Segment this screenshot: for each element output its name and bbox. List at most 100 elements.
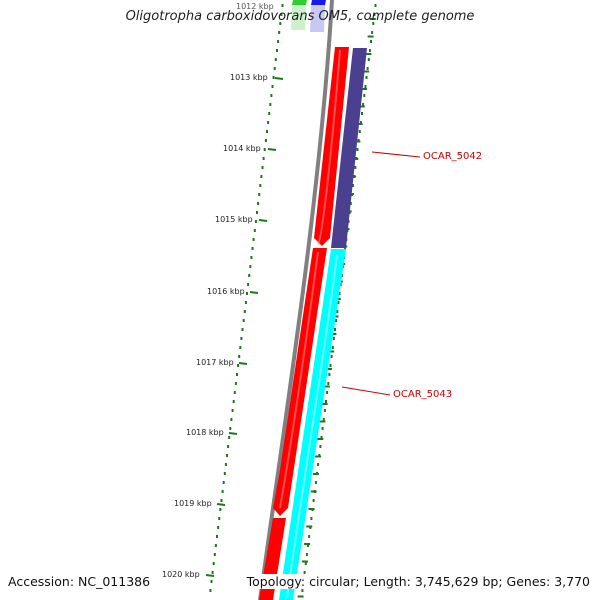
track-dot <box>320 436 323 439</box>
track-dot <box>362 103 365 106</box>
track-dash <box>312 473 319 475</box>
track-dash <box>323 385 330 388</box>
track-dot <box>368 49 371 52</box>
ruler-ticks <box>205 77 284 577</box>
ruler-label: 1019 kbp <box>174 499 212 508</box>
track-dot <box>264 139 267 142</box>
track-dot <box>237 364 240 367</box>
track-dot <box>217 526 220 529</box>
track-dot <box>358 130 361 133</box>
ruler-label: 1020 kbp <box>162 570 200 579</box>
track-dot <box>364 85 367 88</box>
track-dot <box>218 517 221 520</box>
gene-label-ocar-5042: OCAR_5042 <box>423 151 482 162</box>
track-dot <box>363 94 366 97</box>
map-title: Oligotropha carboxidovorans OM5, complet… <box>125 9 475 24</box>
ruler-labels: 1012 kbp 1013 kbp 1014 kbp 1015 kbp 1016 kbp… <box>162 2 274 579</box>
track-dash <box>304 543 311 545</box>
track-dot <box>253 229 256 232</box>
top-feature-green-shadow <box>291 5 306 30</box>
track-dot <box>248 274 251 277</box>
track-dot <box>223 472 226 475</box>
track-dot <box>209 589 212 592</box>
track-dash <box>365 53 372 55</box>
track-dash <box>354 140 361 143</box>
track-dot <box>262 157 265 160</box>
gene-label-leader-ocar-5042 <box>371 151 421 158</box>
track-dot <box>371 31 374 34</box>
track-dot <box>268 112 271 115</box>
track-dot <box>278 31 281 34</box>
track-dot <box>319 445 322 448</box>
cds-reverse-cyan-highlight <box>286 254 338 599</box>
track-dot <box>242 319 245 322</box>
ruler-major-tick <box>228 432 238 435</box>
ruler-major-tick <box>258 219 268 222</box>
track-dot <box>267 121 270 124</box>
track-dash <box>363 70 370 73</box>
track-dot <box>328 373 331 376</box>
track-dot <box>229 427 232 430</box>
track-dot <box>231 409 234 412</box>
track-dot <box>261 166 264 169</box>
track-dot <box>301 589 304 592</box>
track-dot <box>335 319 338 322</box>
track-dot <box>326 391 329 394</box>
top-feature-blue <box>311 0 326 5</box>
track-dot <box>213 553 216 556</box>
track-dot <box>338 292 341 295</box>
gene-label-leader-ocar-5043 <box>341 386 391 396</box>
ruler-label: 1016 kbp <box>207 287 245 296</box>
track-dot <box>266 130 268 133</box>
dotted-track-outer <box>209 4 284 592</box>
top-feature-blue-shadow <box>310 5 325 32</box>
track-dot <box>308 535 311 538</box>
track-dot <box>259 184 262 187</box>
ruler-label: 1018 kbp <box>186 428 224 437</box>
track-dot <box>312 499 315 502</box>
track-dot <box>216 535 218 538</box>
ruler-label: 1015 kbp <box>215 215 253 224</box>
track-dash <box>358 105 365 108</box>
track-dot <box>337 301 340 304</box>
track-dot <box>321 427 324 430</box>
track-dot <box>236 373 238 376</box>
track-dot <box>349 202 352 205</box>
track-dash <box>306 525 313 528</box>
track-dot <box>310 517 313 520</box>
track-dot <box>322 418 325 421</box>
track-dash <box>367 35 374 38</box>
ruler-label: 1013 kbp <box>230 73 268 82</box>
track-dot <box>254 220 257 223</box>
track-dash <box>297 595 304 598</box>
track-dot <box>214 544 217 547</box>
track-dot <box>332 337 335 340</box>
track-dash <box>319 420 326 423</box>
track-dot <box>211 571 214 574</box>
track-dot <box>232 400 235 403</box>
track-dot <box>260 175 263 178</box>
track-dot <box>373 13 376 16</box>
track-dot <box>323 409 326 412</box>
track-dash <box>356 123 363 125</box>
track-dot <box>354 166 357 169</box>
track-dot <box>250 256 253 259</box>
track-dot <box>372 22 375 25</box>
track-dot <box>220 499 223 502</box>
ruler-major-tick <box>249 291 259 294</box>
track-dot <box>281 4 284 7</box>
track-dot <box>249 265 252 268</box>
track-dot <box>228 436 231 439</box>
track-dot <box>276 49 278 52</box>
track-dot <box>224 463 227 466</box>
accession-label: Accession: NC_011386 <box>8 574 155 589</box>
track-dot <box>270 94 273 97</box>
track-dot <box>257 202 260 205</box>
ruler-major-tick <box>205 574 215 577</box>
track-dot <box>210 580 213 583</box>
genome-backbone <box>258 0 334 600</box>
ruler-major-tick <box>216 503 226 506</box>
track-dash <box>310 490 317 493</box>
track-dot <box>227 445 230 448</box>
